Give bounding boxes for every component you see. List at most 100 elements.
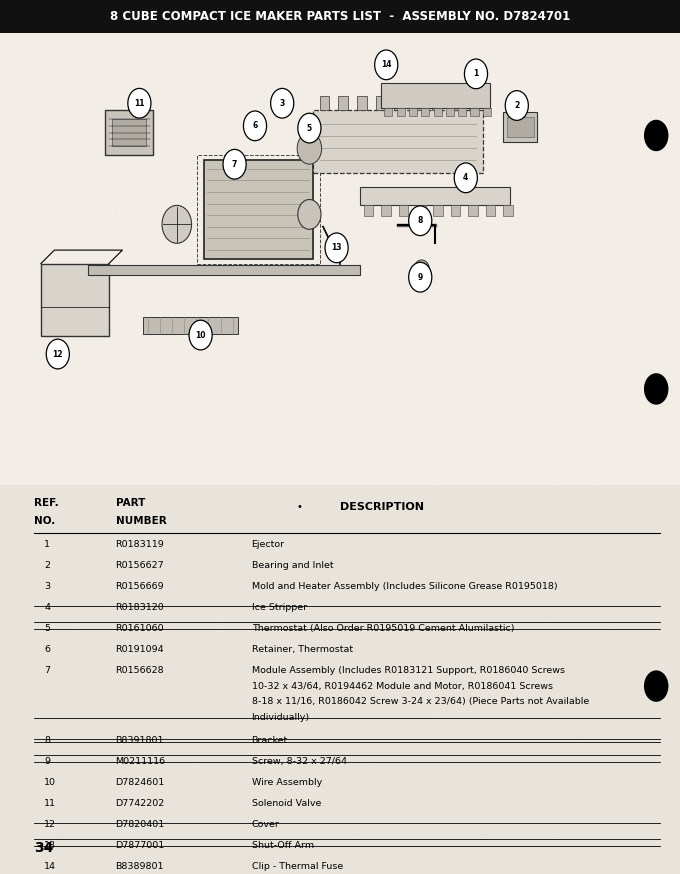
Point [52,831,63,845]
Text: 9: 9 [44,757,50,766]
Text: 12: 12 [44,820,56,829]
Point [520,779,530,793]
Text: Retainer, Thermostat: Retainer, Thermostat [252,645,353,654]
Text: B8389801: B8389801 [116,862,164,871]
Text: Mold and Heater Assembly (Includes Silicone Grease R0195018): Mold and Heater Assembly (Includes Silic… [252,582,557,591]
Point [127,195,138,209]
FancyBboxPatch shape [303,142,316,160]
Point [193,290,204,304]
Text: D7877001: D7877001 [116,841,165,850]
Point [330,382,341,396]
Point [39,855,50,869]
Point [68,207,79,221]
Point [288,731,299,745]
Point [342,114,353,128]
Point [575,192,585,206]
Point [490,588,501,602]
Point [615,323,626,337]
Point [347,854,358,868]
Point [572,736,583,750]
Point [424,300,435,314]
FancyBboxPatch shape [486,205,495,216]
Text: 12: 12 [52,350,63,358]
Point [148,88,159,102]
Text: D7742202: D7742202 [116,799,165,808]
Point [486,41,496,55]
Text: 2: 2 [514,101,520,110]
Point [456,857,466,871]
FancyBboxPatch shape [0,33,680,485]
Point [654,427,665,441]
Point [560,845,571,859]
Text: Ice Stripper: Ice Stripper [252,603,307,612]
Point [206,225,217,239]
Point [216,538,226,552]
Point [12,211,22,225]
FancyBboxPatch shape [381,205,391,216]
Point [239,77,250,91]
Point [528,222,539,236]
Point [591,318,602,332]
Text: DESCRIPTION: DESCRIPTION [340,502,424,512]
Point [350,117,361,131]
Point [519,569,530,583]
Point [581,764,592,778]
Point [336,37,347,51]
Text: Bracket: Bracket [252,736,288,746]
FancyBboxPatch shape [320,95,329,110]
Point [387,0,398,10]
Text: R0161060: R0161060 [116,624,165,633]
Text: Individually): Individually) [252,713,309,722]
Text: M0211116: M0211116 [116,757,166,766]
Point [159,436,170,450]
Text: 7: 7 [44,666,50,675]
FancyBboxPatch shape [360,187,510,205]
FancyBboxPatch shape [364,205,373,216]
Text: 14: 14 [381,60,392,69]
Point [396,25,407,39]
Point [632,20,643,34]
Point [170,357,181,371]
Point [427,78,438,92]
Text: 5: 5 [44,624,50,633]
Point [604,177,615,191]
Point [460,453,471,467]
FancyBboxPatch shape [451,205,460,216]
Point [73,621,84,635]
FancyBboxPatch shape [446,108,454,116]
Circle shape [644,373,668,405]
Circle shape [128,88,151,118]
Text: Wire Assembly: Wire Assembly [252,778,322,787]
FancyBboxPatch shape [458,108,466,116]
Point [433,406,444,420]
Text: 3: 3 [44,582,50,591]
Point [214,254,225,268]
Point [61,252,72,266]
Text: 6: 6 [252,121,258,130]
Point [598,211,609,225]
Circle shape [243,111,267,141]
FancyBboxPatch shape [396,108,405,116]
Point [666,807,677,821]
Circle shape [505,91,528,121]
Point [509,857,520,871]
Text: 8-18 x 11/16, R0186042 Screw 3-24 x 23/64) (Piece Parts not Available: 8-18 x 11/16, R0186042 Screw 3-24 x 23/6… [252,697,589,706]
Circle shape [409,262,432,292]
Point [445,329,456,343]
Point [58,468,69,482]
Point [211,787,222,801]
Point [591,560,602,574]
FancyBboxPatch shape [88,265,360,275]
Point [598,16,609,30]
Point [20,39,31,53]
Point [9,483,20,497]
FancyBboxPatch shape [469,205,478,216]
Point [490,763,500,777]
Point [11,651,22,665]
Circle shape [325,233,348,263]
Point [186,45,197,59]
Text: 1: 1 [44,540,50,549]
Point [294,781,305,795]
Point [190,755,201,769]
Text: 9: 9 [418,273,423,281]
